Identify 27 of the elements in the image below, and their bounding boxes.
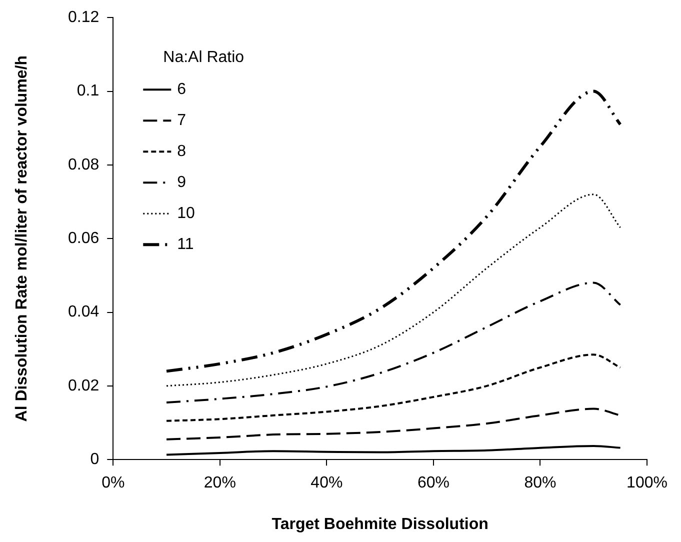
- legend-label: 8: [177, 143, 186, 160]
- legend-label: 9: [177, 174, 186, 192]
- legend-label: 7: [177, 112, 186, 130]
- x-tick-label: 100%: [626, 474, 668, 492]
- line-series: [166, 354, 622, 422]
- x-axis-title: Target Boehmite Dissolution: [272, 516, 488, 533]
- line-series: [166, 444, 622, 456]
- y-tick-label: 0.06: [68, 230, 100, 248]
- legend-label: 10: [177, 205, 196, 222]
- y-axis-title: Al Dissolution Rate mol/liter of reactor volume/h: [13, 55, 30, 422]
- x-tick-label: 80%: [524, 474, 556, 492]
- y-tick-label: 0.02: [68, 377, 100, 394]
- x-tick-label: 0%: [102, 474, 125, 492]
- legend-title: Na:Al Ratio: [163, 49, 244, 66]
- x-tick-label: 60%: [417, 474, 450, 492]
- legend-label: 6: [177, 81, 186, 98]
- y-tick-label: 0: [90, 451, 100, 468]
- x-tick-label: 40%: [310, 474, 343, 492]
- line-series: [166, 282, 622, 404]
- y-tick-label: 0.1: [76, 82, 100, 100]
- line-series: [166, 194, 622, 387]
- y-tick-label: 0.04: [68, 304, 100, 321]
- x-tick-label: 20%: [204, 474, 236, 492]
- legend-label: 11: [177, 236, 194, 254]
- y-tick-label: 0.08: [68, 156, 100, 174]
- y-tick-label: 0.12: [68, 9, 100, 26]
- line-series: [166, 408, 622, 440]
